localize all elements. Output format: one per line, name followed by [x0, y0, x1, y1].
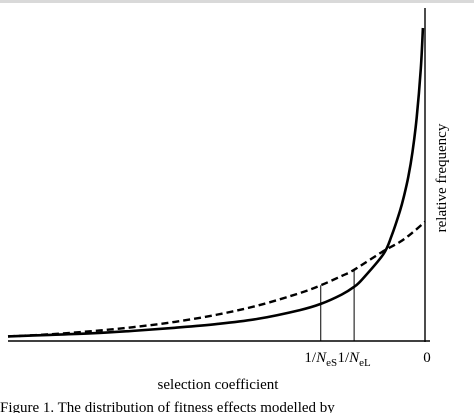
caption-strip: Figure 1. The distribution of fitness ef… — [0, 401, 474, 413]
figure-caption: Figure 1. The distribution of fitness ef… — [0, 401, 335, 413]
top-border — [0, 0, 474, 3]
x-tick-label-neS: 1/NeS — [304, 350, 337, 369]
solid-series-line — [7, 27, 425, 338]
y-axis-label: relative frequency — [434, 123, 450, 232]
x-axis-label: selection coefficient — [158, 377, 280, 393]
x-tick-label-neL: 1/NeL — [337, 350, 371, 369]
x-tick-labels: 1/NeS 1/NeL 0 — [304, 350, 430, 369]
tick-markers-layer — [320, 269, 355, 341]
x-tick-label-zero: 0 — [423, 350, 431, 366]
curves-layer — [7, 27, 426, 338]
